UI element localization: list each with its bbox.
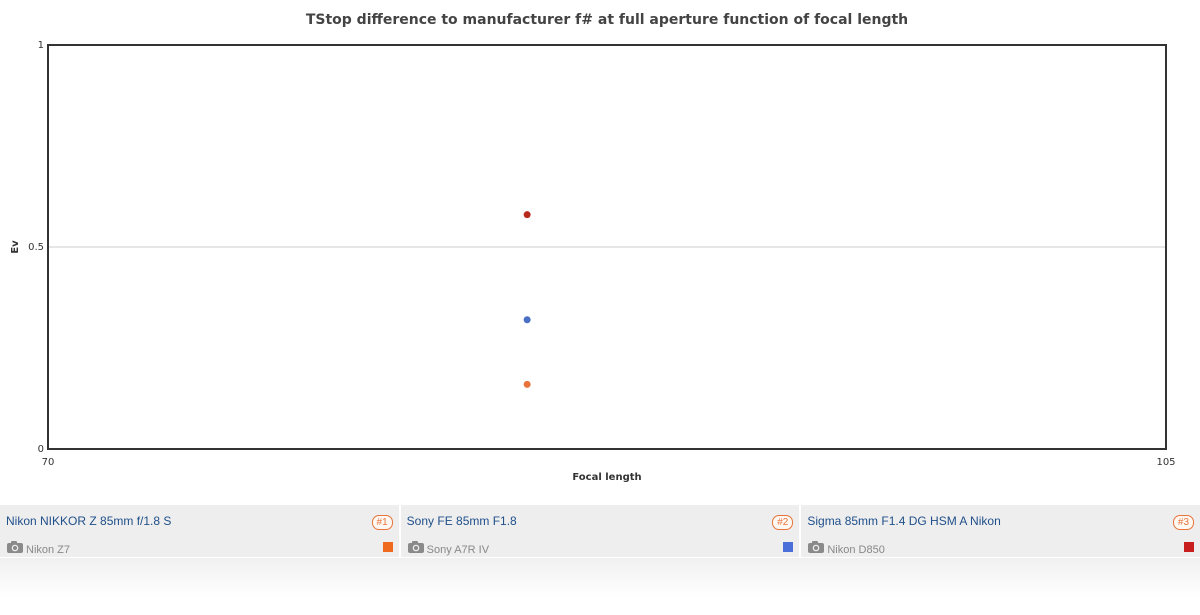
rank-badge: #2 [772,515,794,530]
y-tick-label: 0.5 [28,242,44,253]
chart-plot: 00.51 70 105 Ev Focal length [10,40,1176,483]
camera-icon [807,540,825,559]
data-point[interactable] [523,211,531,219]
lens-name[interactable]: Nikon NIKKOR Z 85mm f/1.8 S [6,514,172,528]
camera-icon [6,540,24,559]
x-tick-label: 70 [42,457,55,468]
rank-badge: #3 [1172,515,1195,530]
lens-card[interactable]: Nikon NIKKOR Z 85mm f/1.8 S #1 Nikon Z7 [0,505,399,557]
y-tick-label: 1 [38,40,44,51]
bottom-shadow [0,558,1200,598]
lens-legend: Nikon NIKKOR Z 85mm f/1.8 S #1 Nikon Z7 Son… [0,505,1200,557]
camera-name: Nikon Z7 [26,543,71,556]
series-color-swatch [1184,542,1195,552]
camera-name: Nikon D850 [827,543,885,556]
y-axis-title: Ev [10,240,21,254]
data-point[interactable] [523,316,531,324]
y-tick-label: 0 [38,444,44,455]
camera-name: Sony A7R IV [426,543,490,556]
lens-card[interactable]: Sigma 85mm F1.4 DG HSM A Nikon #3 Nikon D8… [801,505,1200,557]
y-axis-ticks: 00.51 [28,40,44,455]
data-point[interactable] [523,380,531,388]
camera-row: Nikon Z7 [6,540,70,559]
data-points [523,211,531,388]
rank-badge: #1 [371,515,393,530]
plot-frame [47,44,1167,450]
lens-card[interactable]: Sony FE 85mm F1.8 #2 Sony A7R IV [400,505,800,559]
lens-name[interactable]: Sony FE 85mm F1.8 [406,514,517,528]
chart-title: TStop difference to manufacturer f# at f… [305,12,909,28]
series-color-swatch [382,542,393,552]
x-tick-label: 105 [1156,457,1175,468]
lens-name[interactable]: Sigma 85mm F1.4 DG HSM A Nikon [807,514,1001,528]
x-axis-ticks: 70 105 [42,457,1176,468]
camera-row: Sony A7R IV [407,540,489,559]
series-color-swatch [783,542,794,552]
camera-icon [407,540,425,559]
x-axis-title: Focal length [572,472,641,483]
camera-row: Nikon D850 [807,540,885,559]
